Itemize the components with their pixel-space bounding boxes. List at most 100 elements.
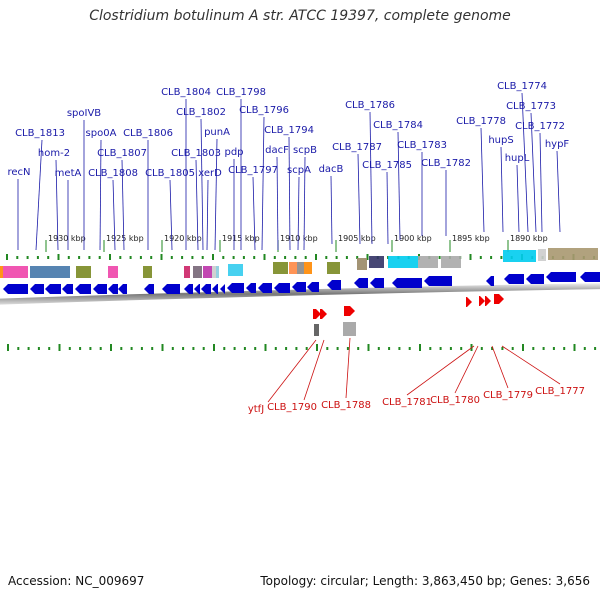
scale-label: 1930 kbp (48, 234, 86, 243)
scale-tick (345, 256, 348, 259)
gene-leader-line (252, 176, 256, 251)
scale-tick (438, 256, 441, 259)
reverse-gene-arrow (479, 296, 485, 306)
scale-tick (419, 344, 421, 351)
scale-tick (232, 256, 235, 259)
genome-title: Clostridium botulinum A str. ATCC 19397,… (89, 8, 511, 24)
scale-tick (273, 256, 276, 259)
scale-label: 1920 kbp (164, 234, 202, 243)
genome-summary-text: Topology: circular; Length: 3,863,450 bp… (260, 574, 590, 588)
scale-tick (27, 347, 30, 350)
gene-label-ytfj: ytfJ (248, 404, 264, 415)
scale-tick (140, 347, 143, 350)
scale-tick (151, 347, 154, 350)
scale-tick (583, 347, 586, 350)
scale-tick (316, 344, 318, 351)
scale-tick (439, 347, 442, 350)
forward-gene-arrow (10, 284, 28, 294)
scale-tick (48, 347, 51, 350)
gene-label-clb_1807: CLB_1807 (97, 148, 147, 159)
cog-color-block (538, 249, 546, 261)
gene-leader-line (454, 345, 479, 394)
scale-tick (500, 256, 503, 259)
scale-tick (429, 347, 432, 350)
gene-label-clb_1781: CLB_1781 (382, 397, 432, 408)
gene-leader-line (297, 176, 300, 251)
gene-leader-line (267, 339, 317, 403)
cog-color-block (273, 262, 288, 274)
reverse-gene-arrow (494, 294, 504, 304)
scale-tick (480, 347, 483, 350)
gene-label-clb_1785: CLB_1785 (362, 160, 412, 171)
scale-tick (522, 344, 524, 351)
cog-color-block (193, 266, 202, 278)
forward-gene-arrow (486, 276, 494, 286)
gene-label-clb_1780: CLB_1780 (430, 395, 480, 406)
scale-tick (161, 344, 164, 351)
cog-color-block (30, 266, 70, 278)
forward-gene-arrow (370, 278, 384, 288)
scale-label: 1895 kbp (452, 234, 490, 243)
scale-tick (253, 256, 256, 259)
gene-leader-line (516, 164, 520, 233)
scale-tick (469, 254, 472, 260)
forward-gene-arrow (45, 284, 61, 294)
reverse-gene-arrow (485, 296, 491, 306)
forward-gene-arrow (546, 272, 576, 282)
gene-label-recn: recN (7, 167, 30, 178)
forward-gene-arrow (62, 284, 73, 294)
forward-gene-arrow (93, 284, 107, 294)
gene-leader-line (99, 139, 102, 251)
cog-color-block (297, 262, 304, 274)
scale-tick (398, 347, 401, 350)
gene-leader-line (406, 345, 475, 396)
scale-tick (89, 347, 92, 350)
scale-tick (160, 254, 163, 260)
cog-color-block (212, 266, 216, 278)
gene-label-pdp: pdp (224, 147, 243, 158)
forward-gene-arrow (354, 278, 368, 288)
scale-tick (511, 347, 514, 350)
forward-gene-arrow (307, 282, 319, 292)
cog-color-block (388, 256, 418, 268)
scale-tick (78, 256, 81, 259)
forward-gene-arrow (504, 274, 524, 284)
scale-label: 1890 kbp (510, 234, 548, 243)
gene-leader-line (303, 156, 306, 251)
cog-color-block (343, 322, 356, 336)
gene-label-xerd: xerD (198, 168, 222, 179)
scale-tick (479, 256, 482, 259)
gene-label-clb_1774: CLB_1774 (497, 81, 547, 92)
gene-label-hups: hupS (488, 135, 513, 146)
gene-label-spoivb: spoIVB (67, 108, 101, 119)
reverse-gene-track (313, 294, 504, 336)
scale-tick (325, 256, 328, 259)
scale-tick (99, 347, 102, 350)
gene-label-meta: metA (55, 168, 82, 179)
gene-label-clb_1805: CLB_1805 (145, 168, 195, 179)
scale-tick (16, 256, 19, 259)
gene-leader-line (480, 127, 485, 233)
gene-label-clb_1787: CLB_1787 (332, 142, 382, 153)
gene-label-clb_1798: CLB_1798 (216, 87, 266, 98)
gene-label-clb_1777: CLB_1777 (535, 386, 585, 397)
label-leader-lines (17, 92, 561, 403)
gene-label-clb_1813: CLB_1813 (15, 128, 65, 139)
scale-tick (367, 344, 370, 351)
scale-tick (542, 347, 545, 350)
scale-tick (284, 256, 287, 259)
gene-label-clb_1786: CLB_1786 (345, 100, 395, 111)
scale-tick (36, 256, 39, 259)
scale-tick (408, 347, 411, 350)
scale-tick (171, 347, 174, 350)
scale-tick (305, 347, 308, 350)
gene-leader-line (369, 111, 373, 245)
cog-color-block (143, 266, 152, 278)
cog-color-block (203, 266, 212, 278)
scale-tick (552, 347, 555, 350)
cog-color-block (418, 256, 438, 268)
forward-gene-arrow (118, 284, 127, 294)
scale-tick (213, 344, 215, 351)
gene-label-puna: punA (204, 127, 230, 138)
scale-tick (191, 256, 194, 259)
